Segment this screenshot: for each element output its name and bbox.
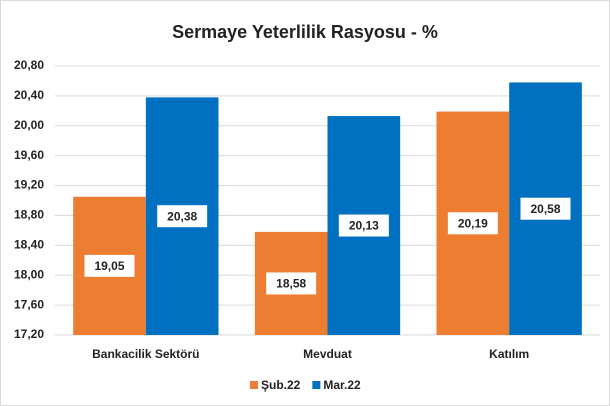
data-label: 20,58: [530, 202, 560, 216]
y-tick-label: 17,20: [14, 327, 44, 341]
data-label: 20,38: [167, 209, 197, 223]
data-label: 18,58: [276, 277, 306, 291]
data-label-box: [266, 272, 317, 295]
y-tick-label: 18,40: [14, 238, 44, 252]
y-tick-label: 17,60: [14, 297, 44, 311]
x-tick-label: Bankacilik Sektörü: [92, 347, 199, 361]
data-label: 20,19: [458, 216, 488, 230]
y-tick-label: 19,60: [14, 148, 44, 162]
y-tick-label: 19,20: [14, 178, 44, 192]
data-label: 19,05: [94, 259, 124, 273]
y-tick-label: 18,00: [14, 267, 44, 281]
data-label-box: [84, 254, 135, 277]
y-tick-label: 20,00: [14, 118, 44, 132]
data-label-box: [338, 214, 389, 237]
data-label: 20,13: [349, 219, 379, 233]
x-tick-label: Katılım: [489, 347, 529, 361]
legend-label: Mar.22: [323, 378, 361, 392]
data-label-box: [157, 205, 208, 228]
y-tick-label: 20,40: [14, 88, 44, 102]
data-label-box: [520, 197, 571, 220]
data-label-box: [447, 212, 498, 235]
legend-label: Şub.22: [261, 378, 301, 392]
legend-swatch: [250, 381, 258, 389]
chart-title: Sermaye Yeterlilik Rasyosu - %: [172, 22, 438, 42]
legend-swatch: [312, 381, 321, 389]
y-tick-label: 18,80: [14, 208, 44, 222]
y-tick-label: 20,80: [14, 58, 44, 72]
x-tick-label: Mevduat: [303, 347, 352, 361]
